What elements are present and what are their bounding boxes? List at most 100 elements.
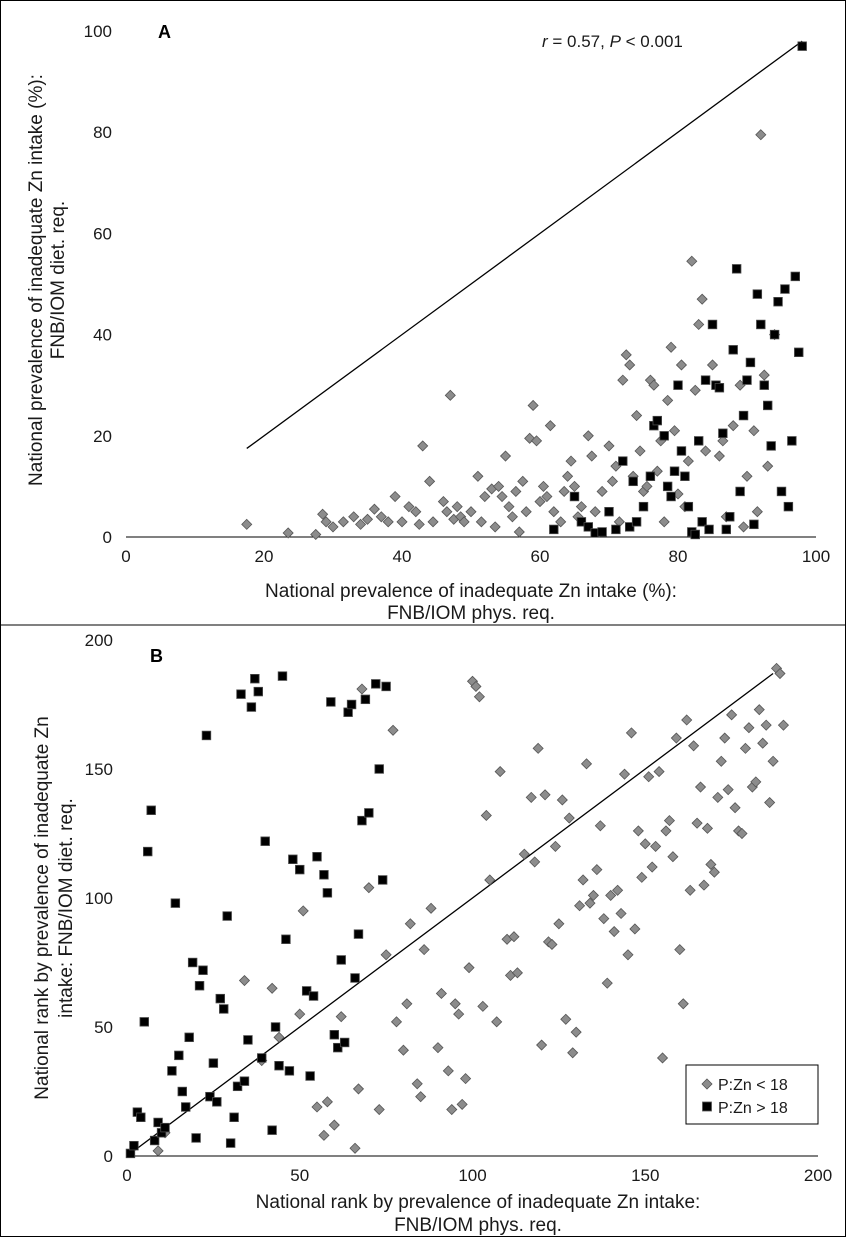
diamond-point [729, 802, 741, 814]
diamond-point [601, 977, 613, 989]
square-point [319, 870, 329, 880]
square-point [549, 524, 559, 535]
legend-box [685, 1064, 819, 1125]
square-point [146, 805, 156, 815]
square-point [129, 1140, 139, 1151]
correlation-annotation: r = 0.57, P < 0.001 [542, 32, 683, 51]
diamond-point [727, 420, 739, 432]
square-point [666, 491, 676, 502]
diamond-point [273, 1031, 285, 1043]
panel-a-x-tick-label: 100 [802, 547, 830, 566]
diamond-point [598, 913, 610, 925]
diamond-point [755, 129, 767, 141]
panel-a-x-axis-title-line2: FNB/IOM phys. req. [387, 603, 555, 624]
diamond-point [694, 781, 707, 793]
square-point [725, 512, 735, 522]
diamond-point [565, 455, 577, 467]
legend-square-marker [702, 1101, 712, 1112]
square-point [745, 357, 756, 368]
square-point [239, 1076, 250, 1086]
diamond-point [499, 450, 512, 462]
square-point [312, 852, 322, 862]
panel-b-y-tick-label: 150 [85, 760, 113, 779]
diamond-point [427, 516, 439, 528]
square-point [669, 466, 680, 476]
square-point [780, 284, 790, 294]
square-point [326, 697, 336, 707]
diamond-point [479, 490, 491, 503]
panel-b: B 0 50 100 150 200 0 50 100 150 200 P:Zn < 18 P:… [32, 631, 832, 1236]
square-point [783, 501, 794, 512]
square-point [721, 524, 732, 535]
square-point [253, 686, 263, 697]
square-point [628, 476, 638, 487]
diamond-point [477, 1000, 489, 1012]
diamond-point [658, 516, 670, 528]
square-point [222, 911, 232, 921]
square-point [697, 517, 707, 527]
diamond-point [624, 359, 636, 371]
square-point [690, 529, 700, 540]
diamond-point [437, 496, 449, 508]
diamond-point [584, 897, 596, 909]
square-point [184, 1032, 194, 1043]
diamond-point [684, 884, 696, 896]
square-point [604, 506, 614, 517]
diamond-point [529, 856, 541, 868]
diamond-point [674, 944, 686, 956]
square-point [776, 486, 787, 497]
diamond-point [662, 394, 674, 406]
diamond-point [555, 516, 567, 528]
legend-label-pzn-gt-18: P:Zn > 18 [718, 1100, 788, 1117]
diamond-point [617, 374, 629, 386]
diamond-point [472, 470, 484, 482]
square-point [194, 981, 205, 991]
square-point [260, 836, 270, 846]
diamond-point [591, 864, 603, 876]
diamond-point [751, 506, 763, 518]
diamond-point [701, 822, 714, 834]
square-point [208, 1058, 219, 1068]
square-point [625, 522, 635, 532]
panel-a-y-axis-title-line1: National prevalence of inadequate Zn int… [26, 74, 47, 486]
square-point [243, 1035, 253, 1045]
diamond-point [705, 858, 717, 871]
square-point [597, 527, 607, 537]
diamond-point [484, 874, 496, 886]
diamond-point [587, 889, 599, 901]
panel-a-y-tick-label: 20 [93, 427, 112, 446]
diamond-point [546, 938, 558, 951]
diamond-point [489, 521, 501, 533]
diamond-point [668, 425, 681, 437]
diamond-point [636, 871, 648, 883]
diamond-point [667, 851, 679, 863]
square-point [769, 329, 780, 340]
diamond-point [708, 866, 720, 878]
square-point [336, 955, 346, 965]
diamond-point [432, 1042, 444, 1054]
diamond-point [750, 776, 762, 788]
panel-a-y-tick-label: 0 [103, 528, 112, 547]
diamond-point [577, 874, 589, 886]
diamond-point [696, 293, 708, 305]
square-point [787, 436, 797, 446]
diamond-point [629, 923, 641, 935]
square-point [645, 471, 656, 481]
panel-a-x-ticks: 0 20 40 60 80 100 [121, 547, 830, 566]
diamond-point [480, 809, 492, 822]
diamond-point [375, 511, 387, 523]
square-point [139, 1017, 149, 1027]
diamond-point [444, 389, 456, 401]
square-point [360, 694, 371, 705]
diamond-point [297, 905, 309, 917]
diamond-point [682, 455, 694, 467]
square-point [638, 501, 649, 512]
square-point [181, 1102, 191, 1112]
square-point [153, 1117, 163, 1128]
diamond-point [656, 1052, 669, 1064]
panel-b-x-tick-label: 0 [122, 1166, 131, 1185]
diamond-point [689, 384, 701, 396]
diamond-point [603, 440, 615, 452]
square-point [569, 491, 580, 502]
square-point [714, 383, 725, 393]
